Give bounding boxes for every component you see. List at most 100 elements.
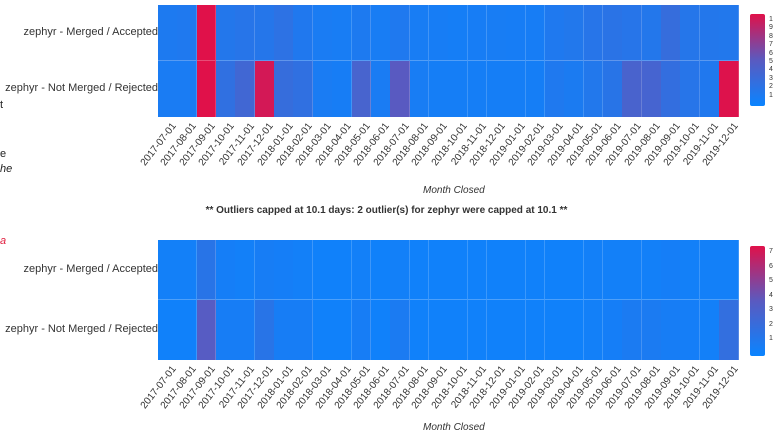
colorbar-tick-label: 6 <box>769 49 773 57</box>
heatmap-cell <box>545 5 565 61</box>
heatmap-cell <box>448 5 468 61</box>
heatmap-cell <box>312 61 333 117</box>
heatmap-cell <box>680 240 701 300</box>
heatmap-cell <box>390 240 410 300</box>
heatmap-cell <box>390 61 410 117</box>
heatmap-cell <box>196 300 217 360</box>
heatmap-cell <box>525 5 546 61</box>
colorbar-tick-label: 7 <box>769 41 773 49</box>
heatmap-cell <box>719 240 739 300</box>
heatmap-cell <box>390 300 410 360</box>
heatmap-cell <box>293 240 314 300</box>
heatmap-cell <box>525 240 546 300</box>
colorbar-tick-label: 3 <box>769 74 773 82</box>
heatmap-cell <box>235 61 256 117</box>
heatmap-cell <box>467 5 488 61</box>
colorbar <box>750 14 765 106</box>
heatmap-cell <box>312 240 333 300</box>
heatmap-cell <box>409 240 430 300</box>
heatmap-cell <box>661 61 681 117</box>
heatmap-cell <box>158 240 178 300</box>
heatmap-cell <box>603 5 623 61</box>
heatmap-cell <box>525 300 546 360</box>
colorbar-tick-label: 4 <box>769 291 773 299</box>
heatmap-cell <box>312 5 333 61</box>
heatmap-cell <box>545 61 565 117</box>
outlier-note: ** Outliers capped at 10.1 days: 2 outli… <box>205 205 568 216</box>
heatmap-cell <box>158 61 178 117</box>
heatmap-cell <box>661 300 681 360</box>
heatmap-cell <box>583 5 604 61</box>
heatmap-cell <box>274 61 294 117</box>
heatmap-cell <box>293 61 314 117</box>
heatmap-cell <box>699 5 720 61</box>
heatmap-cell <box>196 240 217 300</box>
heatmap-cell <box>622 300 643 360</box>
heatmap-chart-top: zephyr - Merged / Accepted zephyr - Not M… <box>0 0 773 200</box>
heatmap-cell <box>603 240 623 300</box>
heatmap-cell <box>699 300 720 360</box>
heatmap-cell <box>254 5 275 61</box>
heatmap-cell <box>312 300 333 360</box>
heatmap-cell <box>409 61 430 117</box>
heatmap-cell <box>332 240 352 300</box>
row-label: zephyr - Not Merged / Rejected <box>5 323 158 335</box>
heatmap-cell <box>583 61 604 117</box>
heatmap-cell <box>390 5 410 61</box>
heatmap-cell <box>235 300 256 360</box>
heatmap-cell <box>196 5 217 61</box>
x-axis-title: Month Closed <box>423 185 485 196</box>
heatmap-cell <box>235 5 256 61</box>
heatmap-cell <box>564 300 585 360</box>
heatmap-cell <box>564 61 585 117</box>
heatmap-cell <box>506 240 527 300</box>
colorbar-tick-label: 1 <box>769 16 773 23</box>
left-fragment-t: t <box>0 99 4 111</box>
heatmap-cell <box>177 300 198 360</box>
heatmap-cell <box>719 5 739 61</box>
colorbar-tick-label: 6 <box>769 262 773 270</box>
heatmap-cell <box>370 300 391 360</box>
heatmap-cell <box>351 300 372 360</box>
heatmap-cell <box>351 5 372 61</box>
x-axis-title: Month Closed <box>423 422 485 433</box>
heatmap-cell <box>545 300 565 360</box>
heatmap-cell <box>370 61 391 117</box>
heatmap-cell <box>603 61 623 117</box>
colorbar-tick-label: 2 <box>769 320 773 328</box>
heatmap-cell <box>641 61 662 117</box>
heatmap-cell <box>680 300 701 360</box>
heatmap-cell <box>467 300 488 360</box>
heatmap-cell <box>216 300 236 360</box>
heatmap-cell <box>428 300 449 360</box>
heatmap-cell <box>506 61 527 117</box>
heatmap-cell <box>583 240 604 300</box>
heatmap-cell <box>332 300 352 360</box>
heatmap-cell <box>564 5 585 61</box>
row-label: zephyr - Not Merged / Rejected <box>5 82 158 94</box>
heatmap-cell <box>641 5 662 61</box>
heatmap-cell <box>486 5 507 61</box>
heatmap-cell <box>525 61 546 117</box>
heatmap-cell <box>254 300 275 360</box>
heatmap-cell <box>486 61 507 117</box>
heatmap-cell <box>622 5 643 61</box>
heatmap-cell <box>254 61 275 117</box>
colorbar-tick-label: 7 <box>769 248 773 255</box>
heatmap-cell <box>428 240 449 300</box>
heatmap-cell <box>351 240 372 300</box>
colorbar-tick-label: 5 <box>769 277 773 285</box>
colorbar-tick-label: 1 <box>769 91 773 99</box>
heatmap-cell <box>486 300 507 360</box>
heatmap-cell <box>699 61 720 117</box>
colorbar-tick-label: 4 <box>769 66 773 74</box>
heatmap-cell <box>680 5 701 61</box>
heatmap-cell <box>177 240 198 300</box>
heatmap-cell <box>467 61 488 117</box>
heatmap-cell <box>235 240 256 300</box>
heatmap-cell <box>641 300 662 360</box>
left-fragment-red: a <box>0 235 7 247</box>
heatmap-cell <box>680 61 701 117</box>
heatmap-cell <box>719 61 739 117</box>
heatmap-cell <box>409 5 430 61</box>
